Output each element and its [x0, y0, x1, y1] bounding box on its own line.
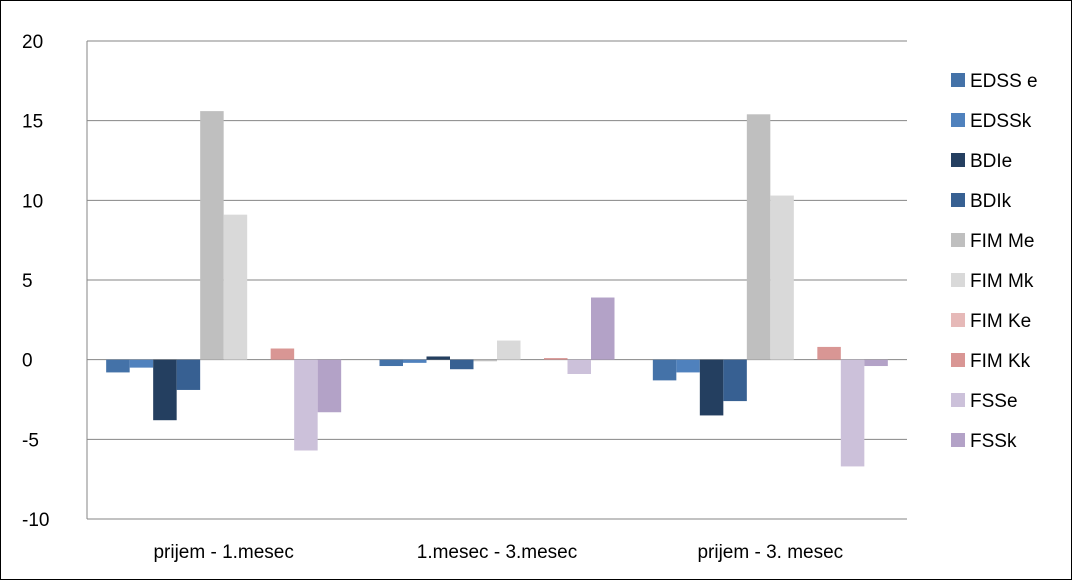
bar: [746, 114, 771, 360]
bar: [270, 348, 295, 360]
y-tick-label: 20: [22, 32, 43, 53]
bar: [106, 359, 130, 373]
bar: [840, 359, 865, 467]
legend-label: EDSSk: [970, 111, 1032, 132]
bar: [379, 359, 403, 367]
x-tick-label: prijem - 1.mesec: [153, 542, 293, 563]
x-axis: prijem - 1.mesec 1.mesec - 3.mesec prijem …: [153, 542, 843, 563]
legend-swatch: [951, 193, 965, 207]
legend-swatch: [951, 313, 965, 327]
legend-swatch: [951, 73, 965, 87]
x-tick-label: prijem - 3. mesec: [697, 542, 843, 563]
legend-swatch: [951, 273, 965, 287]
bar: [473, 359, 497, 362]
bar: [403, 359, 427, 363]
legend-swatch: [951, 433, 965, 447]
legend-label: FIM Mk: [970, 271, 1034, 292]
bar: [699, 359, 724, 416]
y-tick-label: -10: [22, 510, 49, 531]
legend-swatch: [951, 393, 965, 407]
legend-swatch: [951, 153, 965, 167]
legend-label: BDIk: [970, 191, 1012, 212]
legend-swatch: [951, 233, 965, 247]
y-tick-label: 5: [22, 271, 33, 292]
legend-label: FIM Kk: [970, 351, 1031, 372]
bar: [591, 297, 615, 360]
bar: [317, 359, 342, 413]
legend-swatch: [951, 113, 965, 127]
legend-label: FSSe: [970, 391, 1018, 412]
bar: [652, 359, 677, 381]
bar: [723, 359, 747, 402]
legend-label: BDIe: [970, 151, 1012, 172]
bar: [450, 359, 474, 370]
bar: [426, 356, 450, 360]
y-tick-label: 10: [22, 191, 43, 212]
bars: [106, 111, 888, 467]
bar: [770, 195, 794, 360]
legend-swatch: [951, 353, 965, 367]
y-tick-label: -5: [22, 430, 39, 451]
y-tick-label: 15: [22, 112, 43, 133]
bar: [129, 359, 154, 368]
bar: [864, 359, 888, 367]
bar: [176, 359, 201, 390]
legend-label: FSSk: [970, 431, 1017, 452]
bar: [567, 359, 591, 375]
x-tick-label: 1.mesec - 3.mesec: [417, 542, 578, 563]
bar: [200, 111, 224, 360]
legend-label: FIM Ke: [970, 311, 1031, 332]
bar: [223, 214, 248, 360]
bar: [294, 359, 318, 451]
y-axis: 20 15 10 5 0 -5 -10: [22, 32, 88, 531]
y-tick-label: 0: [22, 351, 33, 372]
bar: [497, 340, 521, 360]
legend-label: FIM Me: [970, 231, 1034, 252]
legend-label: EDSS e: [970, 71, 1038, 92]
legend: EDSS e EDSSk BDIe BDIk FIM Me FIM Mk FIM Ke FIM…: [951, 71, 1038, 452]
bar: [676, 359, 700, 373]
bar: [153, 359, 177, 421]
bar: [544, 358, 568, 360]
bar: [817, 346, 841, 360]
